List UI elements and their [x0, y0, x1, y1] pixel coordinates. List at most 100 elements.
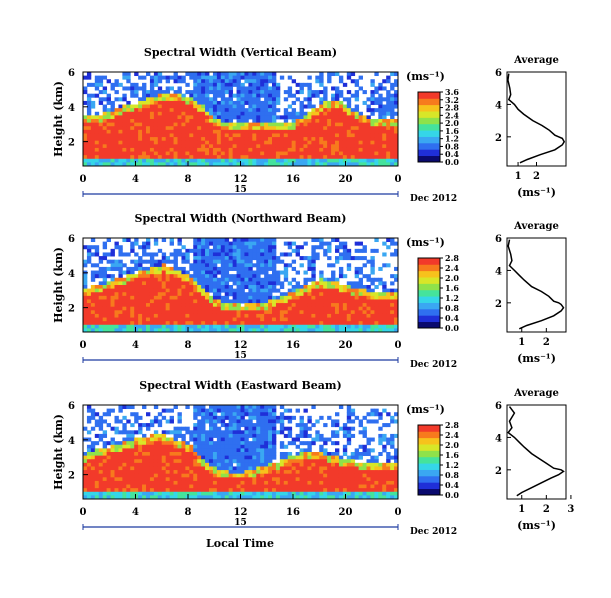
heatmap-cell — [161, 158, 167, 163]
heatmap-cell — [346, 144, 352, 149]
heatmap-cell — [323, 491, 328, 496]
heatmap-cell — [106, 455, 111, 460]
heatmap-cell — [268, 317, 273, 322]
heatmap-cell — [153, 122, 159, 127]
heatmap-cell — [256, 437, 261, 442]
heatmap-cell — [90, 270, 96, 275]
heatmap-cell — [169, 133, 174, 138]
heatmap-cell — [264, 310, 269, 315]
heatmap-cell — [86, 122, 92, 127]
heatmap-cell — [189, 473, 194, 478]
heatmap-cell — [83, 162, 88, 167]
heatmap-cell — [287, 126, 293, 131]
heatmap-cell — [394, 90, 399, 95]
heatmap-cell — [248, 151, 253, 156]
heatmap-cell — [83, 151, 88, 156]
heatmap-cell — [260, 495, 265, 500]
heatmap-cell — [181, 426, 186, 431]
heatmap-cell — [232, 295, 237, 300]
heatmap-cell — [272, 79, 277, 84]
heatmap-cell — [106, 137, 111, 142]
heatmap-cell — [110, 477, 115, 482]
heatmap-cell — [319, 155, 324, 160]
heatmap-cell — [386, 79, 391, 84]
heatmap-cell — [236, 288, 241, 293]
heatmap-cell — [169, 495, 174, 500]
heatmap-cell — [394, 119, 399, 124]
heatmap-cell — [134, 144, 139, 149]
heatmap-cell — [268, 147, 273, 152]
heatmap-cell — [153, 310, 159, 315]
heatmap-cell — [185, 473, 190, 478]
heatmap-cell — [110, 86, 115, 91]
heatmap-cell — [236, 310, 241, 315]
heatmap-cell — [134, 72, 139, 77]
heatmap-cell — [149, 100, 155, 105]
heatmap-cell — [193, 452, 198, 457]
heatmap-cell — [319, 158, 324, 163]
heatmap-cell — [275, 155, 281, 160]
heatmap-cell — [149, 462, 155, 467]
heatmap-cell — [126, 292, 131, 297]
heatmap-cell — [142, 488, 147, 493]
heatmap-cell — [212, 133, 218, 138]
heatmap-cell — [161, 256, 167, 261]
heatmap-cell — [228, 444, 234, 449]
heatmap-cell — [374, 100, 379, 105]
heatmap-cell — [189, 72, 194, 77]
heatmap-cell — [236, 129, 241, 134]
heatmap-cell — [272, 299, 277, 304]
heatmap-cell — [295, 155, 300, 160]
heatmap-cell — [299, 306, 304, 311]
heatmap-cell — [256, 306, 261, 311]
heatmap-cell — [98, 306, 104, 311]
heatmap-cell — [240, 299, 245, 304]
heatmap-cell — [268, 430, 273, 435]
heatmap-cell — [279, 259, 285, 264]
heatmap-cell — [319, 452, 324, 457]
heatmap-cell — [209, 266, 214, 271]
heatmap-cell — [153, 480, 159, 485]
heatmap-cell — [134, 455, 139, 460]
heatmap-cell — [350, 281, 356, 286]
heatmap-cell — [205, 462, 210, 467]
heatmap-cell — [315, 126, 320, 131]
heatmap-cell — [130, 313, 135, 318]
average-y-tick-label: 2 — [495, 133, 502, 144]
colorbar-tick-label: 0.4 — [445, 149, 459, 159]
heatmap-cell — [366, 140, 371, 145]
heatmap-cell — [130, 133, 135, 138]
heatmap-cell — [146, 137, 151, 142]
heatmap-cell — [295, 151, 300, 156]
heatmap-cell — [252, 310, 257, 315]
heatmap-cell — [220, 444, 226, 449]
heatmap-cell — [169, 93, 174, 98]
heatmap-cell — [110, 495, 115, 500]
heatmap-cell — [272, 317, 277, 322]
heatmap-cell — [279, 162, 285, 167]
heatmap-cell — [216, 72, 222, 77]
heatmap-cell — [252, 111, 257, 116]
heatmap-cell — [354, 310, 360, 315]
heatmap-cell — [185, 277, 190, 282]
heatmap-cell — [279, 137, 285, 142]
heatmap-cell — [338, 313, 344, 318]
heatmap-cell — [394, 158, 399, 163]
heatmap-cell — [114, 259, 119, 264]
heatmap-cell — [244, 93, 249, 98]
heatmap-cell — [362, 245, 367, 250]
heatmap-cell — [149, 433, 155, 438]
heatmap-cell — [169, 285, 174, 290]
heatmap-cell — [142, 437, 147, 442]
heatmap-cell — [157, 129, 163, 134]
heatmap-cell — [279, 155, 285, 160]
heatmap-cell — [185, 252, 190, 257]
heatmap-cell — [283, 306, 289, 311]
heatmap-cell — [260, 270, 265, 275]
heatmap-cell — [173, 133, 178, 138]
heatmap-cell — [295, 248, 300, 253]
heatmap-cell — [122, 281, 127, 286]
heatmap-cell — [307, 119, 312, 124]
heatmap-cell — [181, 313, 186, 318]
heatmap-cell — [311, 245, 316, 250]
